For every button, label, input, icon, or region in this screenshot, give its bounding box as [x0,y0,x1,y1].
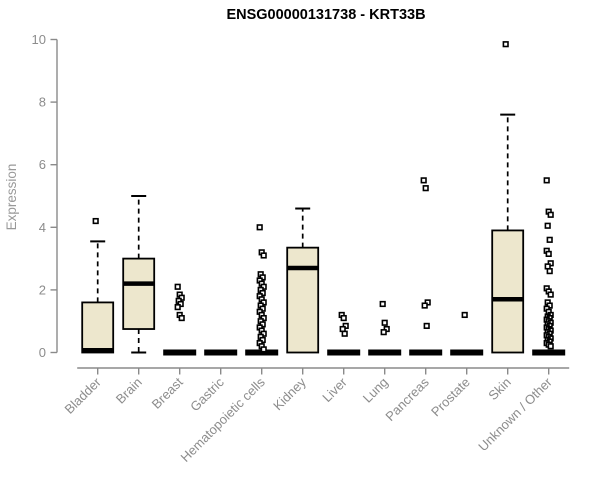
outlier-point [423,322,430,329]
collapsed-box [163,349,197,356]
x-tick-label-breast: Breast [149,374,186,411]
x-tick-label-bladder: Bladder [62,374,105,417]
outlier-point [544,222,551,229]
outlier-point [379,300,386,308]
outlier-point [256,224,263,231]
boxplot-prostate [450,311,484,356]
outlier-point [546,236,553,243]
outlier-point [341,330,348,337]
outlier-point [461,311,468,319]
outlier-point [260,252,267,259]
collapsed-box [450,349,484,356]
x-tick-label-kidney: Kidney [270,374,309,413]
box [491,229,525,354]
y-tick-label: 0 [39,345,46,360]
box [122,257,156,330]
outlier-point [543,177,550,184]
outlier-point [421,302,428,309]
x-tick-label-liver: Liver [319,374,350,405]
outlier-point [381,319,388,326]
boxplot-breast [163,283,197,356]
outlier-point [340,314,347,322]
x-tick-label-brain: Brain [113,375,145,407]
collapsed-box [368,349,402,356]
box [81,301,115,354]
outlier-point [546,268,553,275]
boxplot-hematopoietic-cells [245,224,279,356]
x-tick-label-skin: Skin [485,375,513,403]
outlier-point [174,283,181,290]
x-tick-label-gastric: Gastric [187,374,227,414]
collapsed-box [409,349,443,356]
boxplot-kidney [286,207,320,354]
boxplot-gastric [204,349,238,356]
x-tick-label-prostate: Prostate [428,375,473,420]
outlier-point [545,250,552,258]
boxplot-liver [327,311,361,356]
x-tick-label-lung: Lung [360,375,391,406]
y-tick-label: 10 [32,32,46,47]
y-tick-label: 4 [39,220,46,235]
y-axis-title: Expression [4,164,19,231]
outlier-point [420,177,427,184]
outlier-point [380,329,387,336]
boxplot-pancreas [409,177,443,356]
y-tick-label: 6 [39,157,46,172]
boxplot-unknown-other [532,177,566,356]
x-tick-label-unknown-other: Unknown / Other [475,374,555,454]
boxplot-brain [122,195,156,354]
x-tick-label-pancreas: Pancreas [382,374,432,424]
boxplot-skin [491,41,525,354]
outlier-point [502,41,509,48]
outlier-point [178,314,185,322]
chart-title: ENSG00000131738 - KRT33B [226,7,425,23]
boxplot-bladder [81,217,115,354]
outlier-point [422,185,429,192]
outlier-point [547,343,554,350]
outlier-point [260,346,267,353]
outlier-point [92,217,99,225]
collapsed-box [532,349,566,356]
outlier-point [547,211,554,218]
y-tick-label: 8 [39,95,46,110]
outlier-point [547,291,554,298]
y-tick-label: 2 [39,282,46,297]
collapsed-box [327,349,361,356]
box [286,246,320,354]
outlier-point [174,304,181,311]
collapsed-box [245,349,279,356]
boxplot-lung [368,300,402,356]
collapsed-box [204,349,238,356]
